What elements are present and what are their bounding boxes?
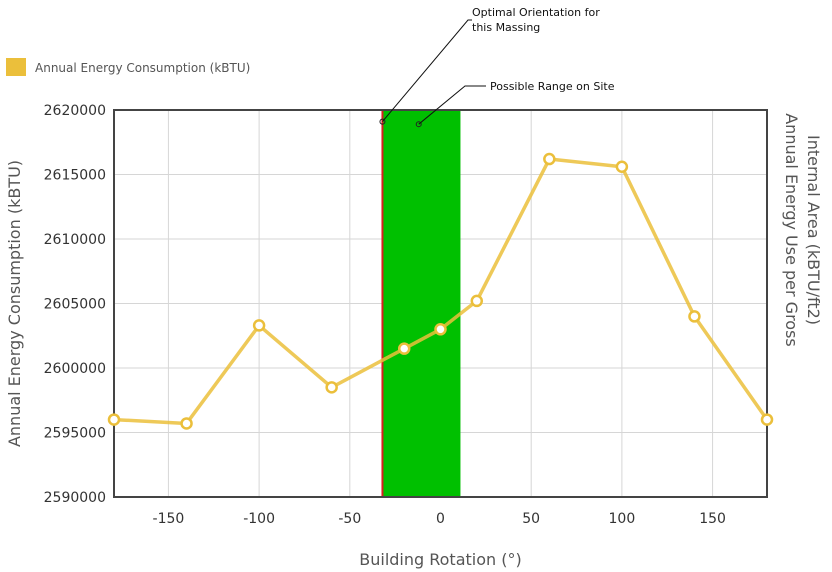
y-tick-label: 2600000 [44,361,106,377]
data-point[interactable] [470,294,484,308]
data-point[interactable] [180,417,193,430]
legend-swatch[interactable] [6,58,26,76]
x-tick-label: 50 [522,511,540,527]
data-point[interactable] [688,310,701,323]
x-tick-label: -100 [243,511,275,527]
y-tick-label: 2610000 [44,232,106,248]
possible-range-band [382,110,461,497]
x-tick-label: 150 [699,511,726,527]
y-tick-label: 2595000 [44,426,106,442]
annotation-text-optimal: this Massing [472,21,540,34]
y2-axis-title-line: Annual Energy Use per Gross [782,113,801,347]
y-tick-label: 2605000 [44,297,106,313]
x-tick-label: 0 [436,511,445,527]
legend-label: Annual Energy Consumption (kBTU) [35,61,250,75]
annotation-marker [415,121,422,128]
data-point[interactable] [397,342,411,355]
plot-frame [113,109,768,498]
data-point[interactable] [252,319,266,332]
data-point[interactable] [434,323,447,336]
y-axis-title: Annual Energy Consumption (kBTU) [5,160,24,447]
annotation-leader-line [418,85,486,125]
x-tick-label: 100 [609,511,636,527]
x-tick-label: -50 [338,511,361,527]
data-point[interactable] [760,413,774,426]
x-tick-label: -150 [153,511,185,527]
y2-axis-title-line: Internal Area (kBTU/ft2) [804,135,823,325]
data-point[interactable] [543,152,556,166]
y-tick-label: 2615000 [44,168,106,184]
data-point[interactable] [107,413,121,426]
annotation-leader-line [382,19,472,122]
data-point[interactable] [325,381,338,394]
x-axis-title: Building Rotation (°) [359,550,521,569]
annotation-marker [379,118,386,125]
annotation-text-range: Possible Range on Site [490,80,615,93]
y-tick-label: 2620000 [44,103,106,119]
y-tick-label: 2590000 [44,490,106,506]
annotation-text-optimal: Optimal Orientation for [472,6,600,19]
data-point[interactable] [615,160,629,174]
